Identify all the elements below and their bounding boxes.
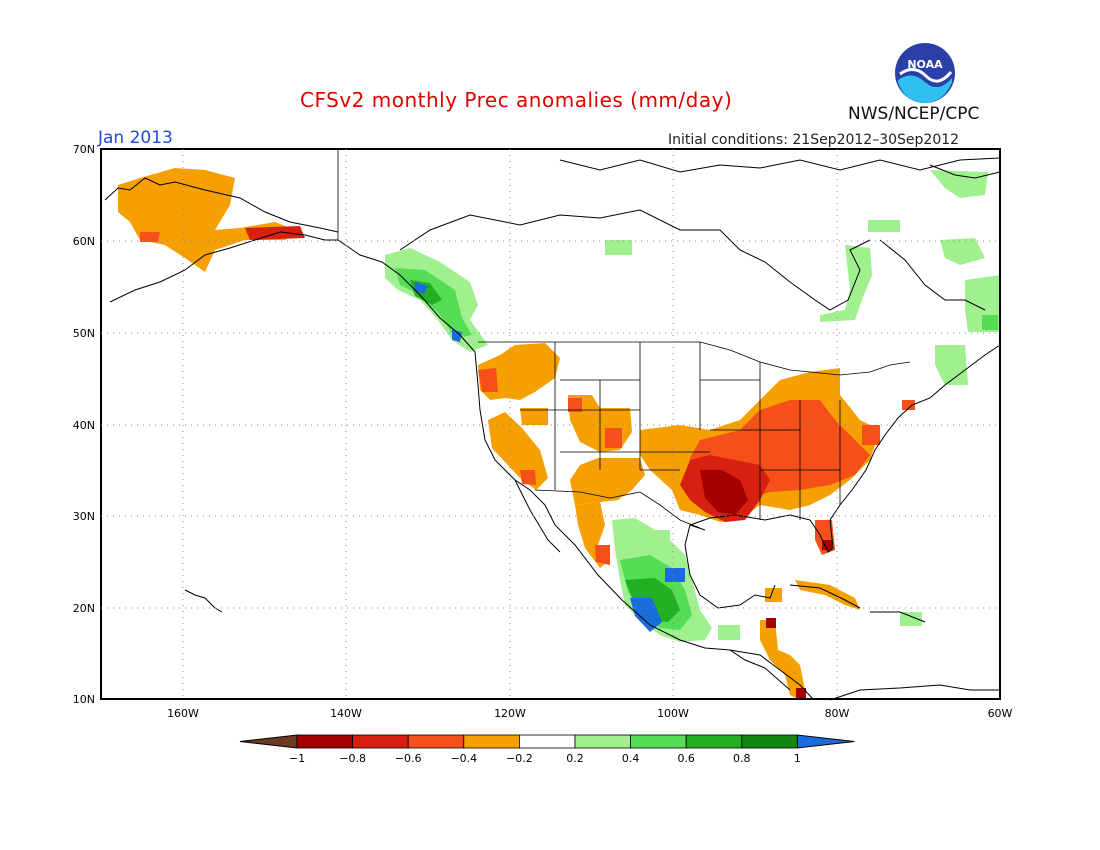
coastlines [104, 157, 1001, 701]
dry-spot-yucatan-tip [765, 588, 782, 602]
colorbar-swatch [741, 734, 798, 749]
colorbar-swatch [407, 734, 465, 749]
colorbar-tick-label: 0.2 [566, 752, 584, 765]
colorbar-swatch [574, 734, 631, 749]
coast-arctic-islands [559, 157, 1001, 173]
dry-spot-mass [902, 400, 915, 410]
lat-label: 60N [73, 235, 95, 248]
colorbar-tick-label: 0.8 [733, 752, 751, 765]
chart-title: CFSv2 monthly Prec anomalies (mm/day) [300, 88, 733, 112]
dry-region-new-mexico [570, 458, 645, 505]
lat-label: 50N [73, 327, 95, 340]
coast-hispaniola [870, 611, 926, 623]
borders [337, 150, 911, 529]
dry-spot-baja [595, 545, 610, 565]
dry-spot-colorado [568, 398, 622, 448]
lon-labels: 160W 140W 120W 100W 80W 60W [167, 707, 1012, 720]
dry-spot-honduras [766, 618, 806, 698]
colorbar-swatch [296, 734, 353, 749]
wet-region-bc-blue [414, 282, 462, 342]
coast-gulf [684, 524, 776, 609]
dry-spot-virginia [862, 425, 880, 445]
dry-spot-socal [520, 470, 536, 485]
colorbar-tick-label: −1 [289, 752, 305, 765]
border-states-2 [699, 342, 841, 520]
wet-spot-yucatan [718, 625, 740, 640]
colorbar-tick-label: −0.6 [395, 752, 422, 765]
wet-region-labrador [940, 238, 985, 265]
lat-label: 20N [73, 602, 95, 615]
lat-label: 10N [73, 693, 95, 706]
lat-label: 70N [73, 143, 95, 156]
dry-region-cuba [795, 580, 860, 610]
lat-label: 40N [73, 419, 95, 432]
coast-hawaii [184, 589, 223, 613]
colorbar-arrow-low [239, 734, 298, 749]
coast-gulf-north [689, 514, 811, 526]
coast-hudson-bay [719, 229, 871, 311]
wet-region-greenland [930, 170, 988, 198]
colorbar-tick-label: 0.6 [677, 752, 695, 765]
wet-region-hudson [820, 245, 872, 322]
lon-label: 140W [330, 707, 362, 720]
extreme-dry-mississippi [700, 470, 748, 515]
coast-cuba [789, 584, 861, 609]
initial-conditions: Initial conditions: 21Sep2012–30Sep2012 [668, 132, 960, 148]
map-frame [100, 148, 1001, 700]
coast-baja [514, 479, 561, 553]
wet-region-baffin [868, 220, 900, 232]
very-dry-alaska-coast [245, 226, 305, 240]
colorbar-swatch [519, 734, 576, 749]
dry-spot-oregon [478, 368, 498, 392]
colorbar-tick-label: −0.4 [450, 752, 477, 765]
dry-region-west [478, 343, 560, 400]
coast-florida [809, 504, 841, 553]
colorbar-swatch [463, 734, 520, 749]
wet-spot-chihuahua [648, 530, 670, 545]
lon-label: 80W [825, 707, 850, 720]
coast-alaska [104, 177, 339, 233]
lat-label: 30N [73, 510, 95, 523]
colorbar-tick-label: 1 [794, 752, 801, 765]
wet-region-nova-scotia [935, 345, 968, 385]
wet-spot-quebec [982, 315, 998, 330]
border-us-canada [478, 341, 911, 376]
coast-greenland [929, 164, 1001, 179]
coast-pacific [337, 239, 813, 699]
coast-central-america [729, 649, 791, 691]
noaa-logo: NOAA [895, 43, 955, 103]
forecast-month: Jan 2013 [98, 128, 173, 148]
colorbar: −1 −0.8 −0.6 −0.4 −0.2 0.2 0.4 0.6 0.8 1 [239, 734, 855, 765]
very-dry-alaska-spot [140, 232, 160, 242]
colorbar-swatch [352, 734, 409, 749]
wet-region-hudson-bay [605, 240, 632, 255]
lon-label: 100W [657, 707, 689, 720]
colorbar-swatch [685, 734, 743, 749]
coast-labrador [879, 239, 986, 311]
logo-text: NOAA [907, 58, 943, 71]
colorbar-tick-label: 0.4 [622, 752, 640, 765]
coast-arctic [399, 209, 720, 251]
lon-label: 160W [167, 707, 199, 720]
anomaly-fills [118, 168, 1000, 700]
dry-region-alaska [118, 168, 300, 272]
coast-atlantic [839, 344, 1001, 506]
coast-south-america [829, 684, 1000, 701]
colorbar-tick-label: −0.2 [506, 752, 533, 765]
wet-region-mexico-blue [630, 568, 685, 632]
border-us-mexico [534, 489, 701, 529]
wet-region-caribbean [900, 612, 922, 626]
dry-region-utah [520, 408, 548, 425]
lon-label: 120W [494, 707, 526, 720]
lon-label: 60W [988, 707, 1013, 720]
organization-label: NWS/NCEP/CPC [848, 104, 980, 124]
colorbar-swatch [630, 734, 687, 749]
very-dry-florida-tip [822, 540, 832, 550]
coast-alaska-south [109, 231, 338, 303]
colorbar-arrow-high [796, 734, 855, 749]
colorbar-tick-label: −0.8 [339, 752, 366, 765]
lat-labels: 70N 60N 50N 40N 30N 20N 10N [73, 143, 95, 706]
